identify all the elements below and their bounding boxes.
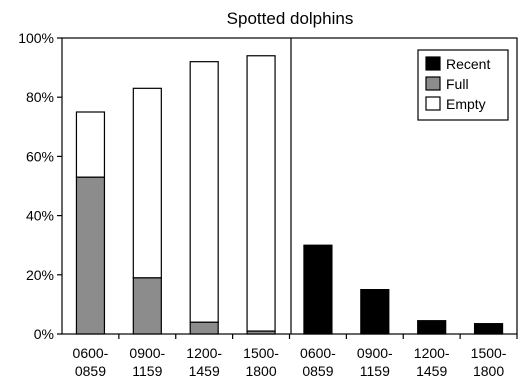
bar-recent	[473, 323, 504, 335]
y-tick-label: 100%	[18, 30, 54, 46]
legend: Recent Full Empty	[417, 49, 509, 121]
x-tick-label: 0600-0859	[73, 345, 109, 379]
bar-empty	[246, 55, 276, 332]
bar-full	[189, 321, 219, 335]
bar-empty	[189, 61, 219, 323]
y-tick-label: 80%	[26, 89, 54, 105]
y-axis: 0% 20% 40% 60% 80% 100%	[18, 30, 62, 342]
x-tick-label: 0600-0859	[300, 345, 336, 379]
legend-label-empty: Empty	[446, 96, 486, 112]
bars	[75, 55, 504, 335]
x-tick-label: 1200-1459	[186, 345, 222, 379]
bar-recent	[417, 320, 447, 335]
x-tick-label: 0900-1159	[357, 345, 393, 379]
x-tick-label: 1200-1459	[414, 345, 450, 379]
bar-recent	[360, 289, 390, 335]
x-tick-label: 0900-1159	[129, 345, 165, 379]
legend-label-full: Full	[446, 76, 469, 92]
y-tick-label: 40%	[26, 208, 54, 224]
chart-title: Spotted dolphins	[227, 9, 354, 28]
x-axis: 0600-0859 0900-1159 1200-1459 1500-1800 0600…	[73, 334, 518, 379]
y-tick-label: 60%	[26, 148, 54, 164]
y-tick-label: 20%	[26, 267, 54, 283]
legend-swatch-empty	[425, 96, 441, 111]
bar-full	[132, 277, 162, 335]
bar-recent	[303, 244, 333, 335]
bar-empty	[132, 87, 162, 279]
legend-swatch-full	[425, 76, 441, 91]
bar-empty	[75, 111, 106, 178]
y-tick-label: 0%	[34, 326, 54, 342]
legend-label-recent: Recent	[446, 56, 490, 72]
legend-swatch-recent	[425, 56, 441, 71]
x-tick-label: 1500-1800	[243, 345, 279, 379]
x-tick-label: 1500-1800	[471, 345, 507, 379]
bar-full	[75, 176, 106, 335]
